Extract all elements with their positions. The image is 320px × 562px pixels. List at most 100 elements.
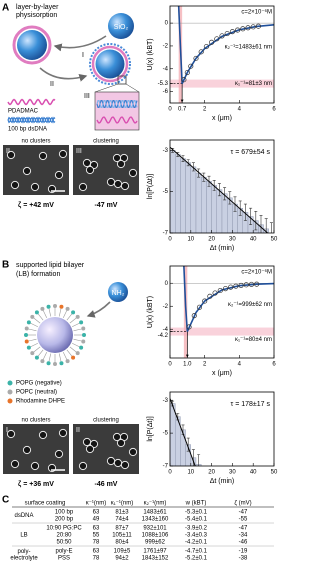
annotation: τ = 679±54 s xyxy=(231,149,271,156)
table-header: w (kBT) xyxy=(185,501,207,507)
particle-label: NH₂ xyxy=(112,290,125,297)
error-bar xyxy=(249,207,253,226)
lipid-tail xyxy=(69,346,77,353)
error-bar xyxy=(217,183,221,197)
x-tick-label: 40 xyxy=(250,470,257,476)
y-tick-label: -3 xyxy=(163,148,169,154)
table-cell: -3.4±0.3 xyxy=(185,533,208,539)
bar xyxy=(206,181,212,233)
y-axis-label: U(x) (kBT) xyxy=(147,38,154,70)
x-tick-label: 20 xyxy=(208,237,215,243)
table-cell: 87±7 xyxy=(115,526,129,532)
y-tick-label: -4.2 xyxy=(158,333,169,339)
zeta-label: ζ = +36 mV xyxy=(18,481,54,488)
bead xyxy=(38,151,48,161)
error-bar xyxy=(254,211,258,231)
x-axis-label: x (μm) xyxy=(212,115,232,122)
lipid-head xyxy=(65,306,70,311)
table-cell: 80±4 xyxy=(115,540,129,546)
legend-swatch xyxy=(7,116,56,124)
x-tick-label: 10 xyxy=(187,470,194,476)
table-header: κ⁻¹(nm) xyxy=(86,501,107,507)
micrograph-title: clustering xyxy=(93,139,119,145)
bead xyxy=(128,168,138,178)
annotation: c=2×10⁻⁶M xyxy=(241,269,272,276)
table-cell: 78 xyxy=(93,540,100,546)
lipid-head xyxy=(81,339,86,344)
y-tick-label: -4 xyxy=(163,327,169,333)
error-bar xyxy=(197,454,201,466)
micrograph-tag: III xyxy=(76,148,82,155)
plot-area xyxy=(170,146,273,233)
micrograph-tag: II xyxy=(76,427,80,434)
data-point xyxy=(243,282,249,288)
y-axis-label: U(x) (kBT) xyxy=(147,296,154,328)
legend-swatch xyxy=(7,389,13,395)
bar xyxy=(200,176,207,233)
x-tick-label: 4 xyxy=(238,107,242,113)
lipid-head xyxy=(82,333,86,337)
lipid-tail xyxy=(71,342,80,347)
data-point xyxy=(193,55,199,61)
legend-swatch xyxy=(7,398,13,404)
bead xyxy=(116,438,126,448)
x-tick-label: 0 xyxy=(168,237,172,243)
bar xyxy=(190,166,197,233)
bead xyxy=(113,179,123,189)
y-tick-label: -6 xyxy=(163,89,169,95)
table-cell: 10:90 PG:PC xyxy=(46,526,82,532)
plot-frame xyxy=(169,391,275,467)
data-point xyxy=(181,77,187,83)
lipid-head xyxy=(71,310,76,315)
lipid-tail xyxy=(43,351,48,360)
data-point xyxy=(254,281,260,287)
lipid-head xyxy=(46,361,51,366)
table-cell: 200 bp xyxy=(55,517,74,523)
lipid-head xyxy=(24,326,29,331)
bead xyxy=(54,449,64,459)
bead xyxy=(54,170,64,180)
lipid-tail xyxy=(37,349,44,357)
legend-label: POPC (neutral) xyxy=(16,390,57,396)
bead xyxy=(38,430,48,440)
lipid-tail xyxy=(58,353,62,362)
table-cell: -5.4±0.1 xyxy=(185,517,208,523)
table-cell: 1761±97 xyxy=(143,549,167,555)
particle xyxy=(17,30,47,60)
error-bar xyxy=(238,200,242,216)
y-tick-label: -5 xyxy=(163,189,169,195)
x-tick-label: 20 xyxy=(208,470,215,476)
data-point xyxy=(248,281,255,287)
table-cell: -5.3±0.1 xyxy=(185,510,208,516)
coating-shell xyxy=(12,25,52,65)
group-label: electrolyte xyxy=(10,555,38,561)
particle xyxy=(108,282,128,302)
plot-frame xyxy=(169,139,275,234)
x-tick-label: 30 xyxy=(229,237,236,243)
x-tick-label: 4 xyxy=(238,362,242,368)
y-tick-label: -7 xyxy=(163,231,169,237)
error-bar xyxy=(228,191,232,205)
lipid-tail xyxy=(30,342,39,347)
bar xyxy=(185,162,192,233)
fit-line xyxy=(170,398,196,466)
table-cell: 1483±61 xyxy=(143,510,167,516)
fit-line xyxy=(183,266,274,332)
lipid-head xyxy=(30,351,35,356)
fit-line xyxy=(177,6,274,84)
legend-swatch xyxy=(7,98,56,106)
bead xyxy=(6,429,16,439)
data-point xyxy=(240,26,246,32)
lipid-head xyxy=(46,304,51,309)
table-cell: 74±4 xyxy=(115,517,129,523)
lipid-head xyxy=(75,314,80,319)
step-label: I xyxy=(82,52,84,59)
x-tick-label: 1.0 xyxy=(183,362,192,368)
x-axis-label: Δt (min) xyxy=(210,245,235,252)
panel-label: A xyxy=(2,3,9,14)
legend-swatch xyxy=(7,380,13,386)
lipid-tail xyxy=(58,308,62,317)
lipid-head xyxy=(53,362,57,366)
annotation: τ = 178±17 s xyxy=(231,401,271,408)
bead xyxy=(78,461,88,471)
